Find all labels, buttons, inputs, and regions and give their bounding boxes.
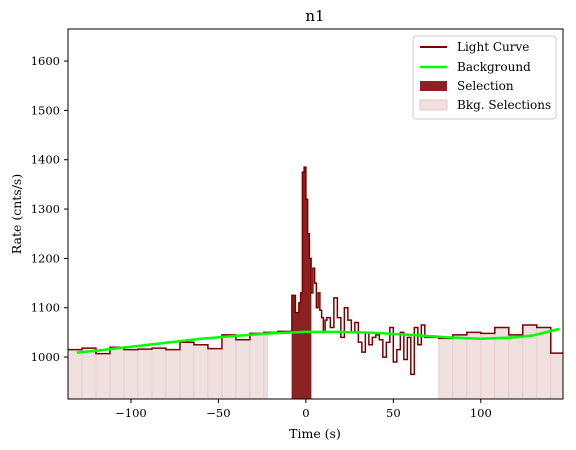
legend-frame — [412, 35, 557, 120]
legend-selection-swatch — [420, 81, 447, 91]
x-tick-label: 50 — [386, 406, 401, 420]
y-tick-label: 1100 — [31, 301, 60, 315]
chart-title: n1 — [305, 7, 324, 25]
x-tick-label: 100 — [470, 406, 492, 420]
legend-bkg-selections-swatch — [419, 99, 448, 111]
y-tick-label: 1200 — [31, 251, 60, 265]
x-tick-label: −50 — [206, 406, 230, 420]
axis-ticks: −100 −50 0 50 100 1000 1100 1200 1300 1400 1500 160… — [31, 54, 492, 420]
x-tick-label: −100 — [115, 406, 147, 420]
x-tick-label: 0 — [302, 406, 309, 420]
y-tick-label: 1500 — [31, 103, 60, 117]
background-curve — [76, 327, 560, 354]
legend-bkg-selections-label: Bkg. Selections — [457, 98, 551, 112]
bkg-selection-region — [438, 324, 563, 399]
plot-frame — [67, 28, 564, 400]
y-axis-label: Rate (cnts/s) — [9, 174, 24, 254]
y-tick-label: 1300 — [31, 202, 60, 216]
y-tick-label: 1400 — [31, 153, 60, 167]
legend: Light Curve Background Selection Bkg. Se… — [412, 35, 557, 120]
y-tick-label: 1600 — [31, 54, 60, 68]
y-tick-label: 1000 — [31, 350, 60, 364]
legend-selection-label: Selection — [457, 79, 514, 93]
legend-background-label: Background — [457, 60, 531, 74]
light-curve-line — [68, 166, 563, 376]
plot-area — [68, 166, 563, 399]
x-axis-label: Time (s) — [289, 426, 341, 441]
legend-light-curve-label: Light Curve — [457, 40, 529, 54]
